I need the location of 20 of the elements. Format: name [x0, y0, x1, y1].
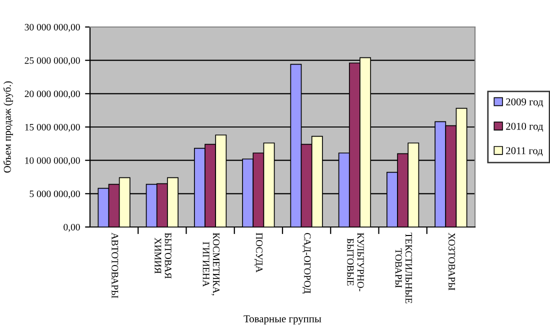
- x-tick-label: АВТОТОВАРЫ: [112, 232, 118, 298]
- y-tick-label: 10 000 000,00: [25, 157, 80, 166]
- x-tick-label: БЫТОВАЯ ХИМИЯ: [154, 232, 172, 279]
- y-tick-label: 0,00: [64, 224, 80, 232]
- legend-label: 2010 год: [506, 122, 544, 132]
- y-tick-label: 15 000 000,00: [25, 124, 80, 132]
- x-axis-title: Товарные группы: [244, 315, 322, 324]
- x-tick-label: КОСМЕТИКА, ГИГИЕНА: [202, 232, 220, 296]
- y-axis-title: Объем продаж (руб.): [3, 81, 13, 173]
- x-tick-label: САД-ОГОРОД: [302, 232, 311, 294]
- x-tick-label: КУЛЬТУРНО- БЫТОВЫЕ: [347, 232, 364, 292]
- x-tick-label: ПОСУДА: [254, 232, 263, 273]
- y-tick-label: 30 000 000,00: [24, 24, 80, 32]
- legend-label: 2009 год: [506, 98, 544, 108]
- legend-label: 2011 год: [506, 147, 543, 156]
- y-tick-label: 25 000 000,00: [24, 57, 80, 66]
- x-tick-label: ТЕКСТИЛЬНЫЕ ТОВАРЫ: [395, 232, 412, 304]
- y-tick-label: 20 000 000,00: [24, 90, 80, 99]
- y-tick-label: 5 000 000,00: [30, 190, 80, 199]
- x-tick-label: ХОЗТОВАРЫ: [448, 232, 456, 290]
